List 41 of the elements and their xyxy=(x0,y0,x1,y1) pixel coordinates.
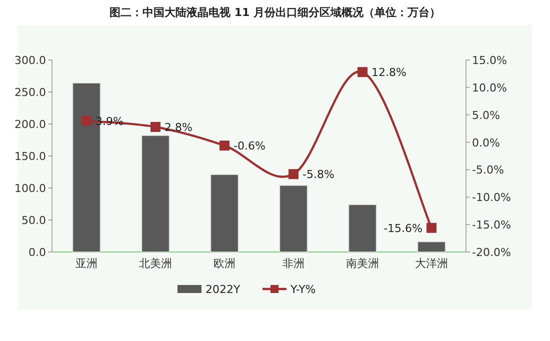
data-label: 12.8% xyxy=(372,66,406,80)
y-tick-label: 300.0 xyxy=(14,54,46,67)
point xyxy=(426,222,436,233)
y-tick-label: 100.0 xyxy=(14,182,46,195)
y2-tick-label: 10.0% xyxy=(472,81,507,94)
y2-tick-label: 0.0% xyxy=(472,136,500,150)
y-tick-label: 0.0 xyxy=(28,246,46,259)
chart-title: 图二：中国大陆液晶电视 11 月份出口细分区域概况（单位：万台） xyxy=(110,6,440,19)
legend-label: 2022Y xyxy=(206,283,240,296)
x-tick-label: 大洋洲 xyxy=(415,257,448,270)
data-label: -15.6% xyxy=(384,222,422,235)
data-label: 2.8% xyxy=(164,120,192,134)
x-tick-label: 南美洲 xyxy=(346,257,379,270)
data-label: -0.6% xyxy=(234,140,266,153)
y2-tick-label: -10.0% xyxy=(472,191,511,204)
bar xyxy=(141,135,170,252)
y-tick-label: 250.0 xyxy=(14,86,46,99)
y2-tick-label: -5.0% xyxy=(472,164,504,177)
bar xyxy=(210,174,239,252)
x-tick-label: 亚洲 xyxy=(76,257,98,270)
point xyxy=(82,116,92,126)
y2-tick-label: 5.0% xyxy=(472,108,500,122)
y-tick-label: 200.0 xyxy=(14,118,46,131)
bar xyxy=(348,204,377,252)
bar xyxy=(417,241,446,252)
x-tick-label: 北美洲 xyxy=(139,257,172,270)
point xyxy=(288,169,298,180)
data-label: -5.8% xyxy=(302,168,334,182)
y2-tick-label: -20.0% xyxy=(472,246,511,259)
legend-label: Y-Y% xyxy=(290,283,316,296)
y2-tick-label: -15.0% xyxy=(472,218,511,232)
x-tick-label: 非洲 xyxy=(282,257,304,270)
y-tick-label: 150.0 xyxy=(14,150,46,163)
y-tick-label: 50.0 xyxy=(22,214,46,227)
point xyxy=(150,122,160,132)
point xyxy=(220,140,230,151)
x-tick-label: 欧洲 xyxy=(214,257,236,270)
bar xyxy=(279,185,308,252)
point xyxy=(358,67,368,78)
y2-tick-label: 15.0% xyxy=(472,54,507,67)
data-label: 3.9% xyxy=(96,114,124,128)
